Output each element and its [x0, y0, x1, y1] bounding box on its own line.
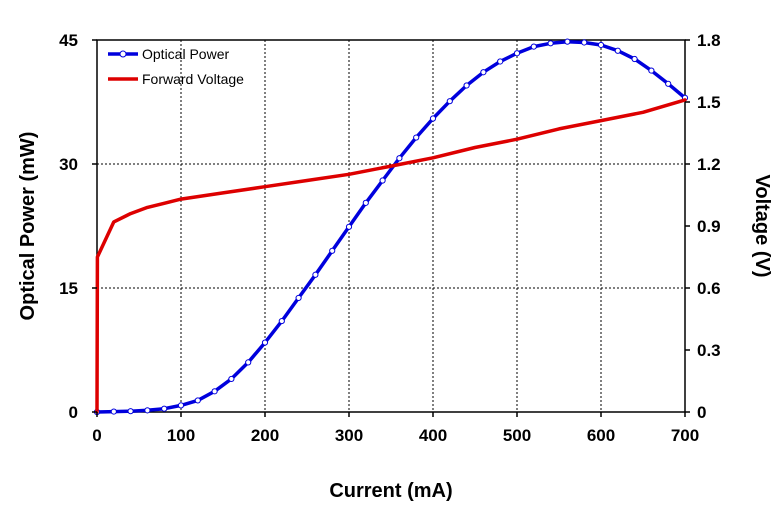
- plot-area-frame: [96, 39, 686, 413]
- data-point-optical-power: [295, 294, 302, 302]
- legend: Optical Power Forward Voltage: [108, 46, 244, 87]
- x-tick-label-600: 600: [587, 426, 615, 445]
- y-left-tick-label-30: 30: [59, 155, 78, 174]
- x-tick-label-0: 0: [92, 426, 101, 445]
- data-point-optical-power: [245, 359, 252, 366]
- x-tick-label-300: 300: [335, 426, 363, 445]
- data-point-optical-power: [396, 155, 403, 162]
- data-point-optical-power: [413, 134, 420, 141]
- data-point-optical-power: [345, 223, 353, 230]
- y-right-tick-label-1.8: 1.8: [697, 31, 721, 50]
- data-point-optical-power: [665, 80, 672, 87]
- data-point-optical-power: [211, 388, 218, 395]
- legend-label-optical-power: Optical Power: [142, 46, 229, 62]
- data-point-optical-power: [362, 199, 369, 206]
- y-left-tick-label-45: 45: [59, 31, 78, 50]
- data-point-optical-power: [581, 39, 588, 46]
- data-point-optical-power: [429, 115, 437, 122]
- y-right-tick-label-1.2: 1.2: [697, 155, 721, 174]
- data-point-optical-power: [161, 405, 168, 412]
- y-left-tick-label-0: 0: [69, 403, 78, 422]
- y-left-tick-label-15: 15: [59, 279, 78, 298]
- data-point-optical-power: [144, 407, 151, 414]
- x-axis-title: Current (mA): [329, 480, 452, 502]
- data-point-optical-power: [614, 47, 621, 54]
- data-point-optical-power: [648, 67, 655, 74]
- grid: [97, 40, 685, 412]
- data-point-optical-power: [177, 402, 185, 409]
- y-right-tick-label-1.5: 1.5: [697, 93, 721, 112]
- data-point-optical-power: [480, 69, 487, 76]
- data-point-optical-power: [564, 38, 571, 45]
- data-point-optical-power: [110, 408, 117, 415]
- axis-ticks: [92, 39, 690, 417]
- y-axis-left-title: Optical Power (mW): [17, 132, 39, 321]
- data-point-optical-power: [329, 247, 336, 254]
- y-right-tick-label-0: 0: [697, 403, 706, 422]
- legend-marker-optical-power: [119, 50, 127, 58]
- data-point-optical-power: [497, 58, 504, 65]
- x-tick-label-700: 700: [671, 426, 699, 445]
- data-point-optical-power: [597, 41, 605, 49]
- data-point-optical-power: [228, 375, 235, 383]
- series-layer: [93, 38, 689, 416]
- data-point-optical-power: [127, 408, 134, 415]
- data-point-optical-power: [547, 40, 554, 47]
- tick-labels: 0 100 200 300 400 500 600 700 0 15 30 45 0 0.3 0.6 0.9 1…: [59, 31, 721, 445]
- legend-label-forward-voltage: Forward Voltage: [142, 71, 244, 87]
- data-point-optical-power: [194, 397, 201, 404]
- data-point-optical-power: [513, 50, 521, 57]
- x-tick-label-500: 500: [503, 426, 531, 445]
- data-point-optical-power: [278, 317, 285, 325]
- x-tick-label-200: 200: [251, 426, 279, 445]
- y-right-tick-label-0.9: 0.9: [697, 217, 721, 236]
- y-right-tick-label-0.3: 0.3: [697, 341, 721, 360]
- data-point-optical-power: [446, 98, 453, 105]
- x-tick-label-100: 100: [167, 426, 195, 445]
- x-tick-label-400: 400: [419, 426, 447, 445]
- series-line-forward-voltage: [95, 98, 687, 414]
- series-line-optical-power: [95, 39, 687, 414]
- y-right-tick-label-0.6: 0.6: [697, 279, 721, 298]
- data-point-optical-power: [631, 55, 638, 63]
- data-point-optical-power: [463, 82, 470, 89]
- data-point-optical-power: [312, 271, 319, 278]
- y-axis-right-title: Voltage (V): [751, 175, 773, 278]
- data-point-optical-power: [261, 339, 269, 346]
- data-point-optical-power: [379, 177, 386, 184]
- data-point-optical-power: [530, 43, 537, 50]
